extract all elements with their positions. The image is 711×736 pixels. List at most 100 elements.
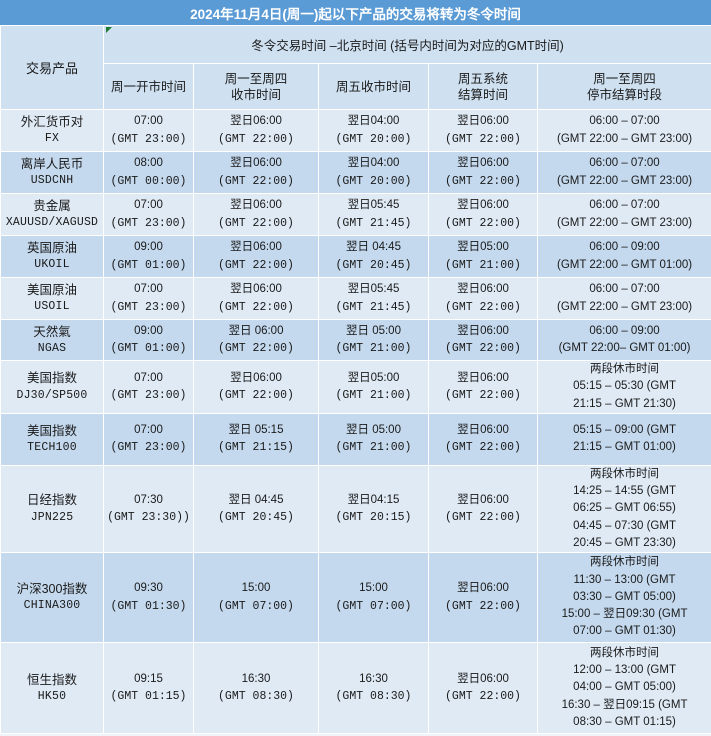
cell-fri-close[interactable]: 翌日05:45 (GMT 21:45) bbox=[318, 277, 429, 320]
cell-break-settlement[interactable]: 06:00 – 07:00 (GMT 22:00 – GMT 23:00) bbox=[536, 151, 711, 194]
cell-mon-thu-close-line2: (GMT 22:00) bbox=[218, 342, 294, 355]
cell-fri-settle[interactable]: 翌日06:00 (GMT 22:00) bbox=[428, 552, 538, 643]
cell-mon-open[interactable]: 09:15 (GMT 01:15) bbox=[103, 642, 194, 734]
cell-fri-close[interactable]: 翌日04:15 (GMT 20:15) bbox=[318, 464, 429, 554]
cell-fri-close-line1: 翌日04:00 bbox=[347, 157, 400, 170]
table-row[interactable]: 天然氣 NGAS 09:00 (GMT 01:00) 翌日 06:00 (GMT 22:0… bbox=[0, 319, 711, 361]
cell-break-settlement[interactable]: 06:00 – 09:00 (GMT 22:00– GMT 01:00) bbox=[536, 319, 711, 361]
cell-mon-open[interactable]: 09:00 (GMT 01:00) bbox=[103, 235, 194, 278]
cell-product[interactable]: 恒生指数 HK50 bbox=[0, 642, 104, 734]
cell-fri-close[interactable]: 翌日05:00 (GMT 21:00) bbox=[318, 360, 429, 414]
cell-fri-settle[interactable]: 翌日06:00 (GMT 22:00) bbox=[428, 109, 538, 152]
cell-mon-open-line1: 09:15 bbox=[134, 672, 163, 685]
cell-product[interactable]: 外汇货币对 FX bbox=[0, 109, 104, 152]
table-row[interactable]: 沪深300指数 CHINA300 09:30 (GMT 01:30) 15:00 (GMT… bbox=[0, 552, 711, 643]
product-code: USDCNH bbox=[30, 174, 74, 188]
cell-mon-thu-close[interactable]: 翌日 04:45 (GMT 20:45) bbox=[193, 464, 319, 554]
cell-mon-open-line2: (GMT 01:30) bbox=[110, 599, 187, 613]
cell-fri-close[interactable]: 翌日 05:00 (GMT 21:00) bbox=[318, 412, 429, 466]
cell-mon-open[interactable]: 07:00 (GMT 23:00) bbox=[103, 360, 194, 414]
cell-fri-close[interactable]: 16:30 (GMT 08:30) bbox=[318, 642, 429, 734]
cell-product[interactable]: 天然氣 NGAS bbox=[0, 319, 104, 361]
product-name: 天然氣 bbox=[33, 324, 71, 339]
table-row[interactable]: 美国原油 USOIL 07:00 (GMT 23:00) 翌日06:00 (GMT 22:… bbox=[0, 277, 711, 320]
table-row[interactable]: 贵金属 XAUUSD/XAGUSD 07:00 (GMT 23:00) 翌日06:00 (… bbox=[0, 193, 711, 236]
cell-break-settlement[interactable]: 两段休市时间 05:15 – 05:30 (GMT 21:15 – GMT 21:3… bbox=[536, 360, 711, 414]
cell-mon-open[interactable]: 07:00 (GMT 23:00) bbox=[103, 193, 194, 236]
header-col-mon-thu-close-l2: 收市时间 bbox=[230, 87, 281, 102]
cell-mon-open[interactable]: 08:00 (GMT 00:00) bbox=[103, 151, 194, 194]
cell-mon-thu-close[interactable]: 翌日06:00 (GMT 22:00) bbox=[193, 360, 319, 414]
product-code: DJ30/SP500 bbox=[16, 388, 88, 402]
cell-mon-thu-close[interactable]: 翌日06:00 (GMT 22:00) bbox=[193, 193, 319, 236]
cell-mon-thu-close[interactable]: 翌日 06:00 (GMT 22:00) bbox=[193, 319, 319, 361]
table-row[interactable]: 外汇货币对 FX 07:00 (GMT 23:00) 翌日06:00 (GMT 22:00… bbox=[0, 109, 711, 152]
cell-product[interactable]: 日经指数 JPN225 bbox=[0, 464, 104, 554]
cell-mon-thu-close[interactable]: 翌日06:00 (GMT 22:00) bbox=[193, 151, 319, 194]
cell-fri-settle[interactable]: 翌日06:00 (GMT 22:00) bbox=[428, 193, 538, 236]
table-row[interactable]: 离岸人民币 USDCNH 08:00 (GMT 00:00) 翌日06:00 (GMT 2… bbox=[0, 151, 711, 194]
cell-fri-settle-line2: (GMT 22:00) bbox=[445, 510, 521, 524]
cell-mon-thu-close[interactable]: 翌日06:00 (GMT 22:00) bbox=[193, 277, 319, 320]
cell-fri-close-line2: (GMT 21:00) bbox=[335, 441, 412, 455]
cell-break-settlement[interactable]: 06:00 – 07:00 (GMT 22:00 – GMT 23:00) bbox=[536, 277, 711, 320]
cell-fri-close[interactable]: 翌日05:45 (GMT 21:45) bbox=[318, 193, 429, 236]
cell-mon-thu-close-line1: 翌日 04:45 bbox=[228, 493, 284, 506]
cell-break-settlement[interactable]: 06:00 – 09:00 (GMT 22:00 – GMT 01:00) bbox=[536, 235, 711, 278]
cell-break-settlement[interactable]: 两段休市时间 11:30 – 13:00 (GMT 03:30 – GMT 05:0… bbox=[536, 552, 711, 643]
cell-mon-open-line2: (GMT 23:30)) bbox=[107, 510, 190, 524]
cell-product[interactable]: 英国原油 UKOIL bbox=[0, 235, 104, 278]
cell-fri-close[interactable]: 翌日04:00 (GMT 20:00) bbox=[318, 109, 429, 152]
cell-mon-open[interactable]: 09:30 (GMT 01:30) bbox=[103, 552, 194, 643]
cell-break-settlement[interactable]: 05:15 – 09:00 (GMT 21:15 – GMT 01:00) bbox=[536, 412, 711, 466]
cell-fri-settle[interactable]: 翌日06:00 (GMT 22:00) bbox=[428, 277, 538, 320]
table-row[interactable]: 美国指数 DJ30/SP500 07:00 (GMT 23:00) 翌日06:00 (GM… bbox=[0, 360, 711, 414]
cell-product[interactable]: 美国原油 USOIL bbox=[0, 277, 104, 320]
product-name: 英国原油 bbox=[26, 241, 77, 256]
cell-mon-thu-close[interactable]: 16:30 (GMT 08:30) bbox=[193, 642, 319, 734]
break-line: 21:15 – GMT 21:30) bbox=[573, 397, 676, 410]
header-col-mon-thu-close: 周一至周四 收市时间 bbox=[193, 63, 319, 110]
cell-mon-thu-close[interactable]: 翌日06:00 (GMT 22:00) bbox=[193, 235, 319, 278]
cell-fri-settle[interactable]: 翌日06:00 (GMT 22:00) bbox=[428, 151, 538, 194]
cell-fri-settle[interactable]: 翌日06:00 (GMT 22:00) bbox=[428, 360, 538, 414]
cell-fri-settle[interactable]: 翌日06:00 (GMT 22:00) bbox=[428, 642, 538, 734]
cell-fri-settle-line1: 翌日06:00 bbox=[457, 199, 509, 212]
cell-break-settlement[interactable]: 06:00 – 07:00 (GMT 22:00 – GMT 23:00) bbox=[536, 193, 711, 236]
cell-mon-thu-close-line2: (GMT 22:00) bbox=[218, 388, 294, 402]
cell-fri-settle[interactable]: 翌日06:00 (GMT 22:00) bbox=[428, 464, 538, 554]
cell-mon-thu-close[interactable]: 15:00 (GMT 07:00) bbox=[193, 552, 319, 643]
cell-product[interactable]: 沪深300指数 CHINA300 bbox=[0, 552, 104, 643]
cell-mon-open[interactable]: 09:00 (GMT 01:00) bbox=[103, 319, 194, 361]
break-line: 16:30 – 翌日09:15 (GMT bbox=[561, 698, 688, 711]
table-row[interactable]: 恒生指数 HK50 09:15 (GMT 01:15) 16:30 (GMT 08:30)… bbox=[0, 642, 711, 734]
cell-mon-open[interactable]: 07:30 (GMT 23:30)) bbox=[103, 464, 194, 554]
cell-product[interactable]: 贵金属 XAUUSD/XAGUSD bbox=[0, 193, 104, 236]
cell-break-settlement[interactable]: 两段休市时间 14:25 – 14:55 (GMT 06:25 – GMT 06:5… bbox=[536, 464, 711, 554]
cell-fri-close[interactable]: 翌日 04:45 (GMT 20:45) bbox=[318, 235, 429, 278]
cell-product[interactable]: 美国指数 TECH100 bbox=[0, 412, 104, 466]
cell-mon-open[interactable]: 07:00 (GMT 23:00) bbox=[103, 277, 194, 320]
comment-flag-icon bbox=[106, 27, 112, 33]
table-row[interactable]: 美国指数 TECH100 07:00 (GMT 23:00) 翌日 05:15 (GMT … bbox=[0, 412, 711, 466]
cell-fri-close[interactable]: 翌日 05:00 (GMT 21:00) bbox=[318, 319, 429, 361]
table-row[interactable]: 英国原油 UKOIL 09:00 (GMT 01:00) 翌日06:00 (GMT 22:… bbox=[0, 235, 711, 278]
cell-product[interactable]: 离岸人民币 USDCNH bbox=[0, 151, 104, 194]
cell-mon-thu-close[interactable]: 翌日 05:15 (GMT 21:15) bbox=[193, 412, 319, 466]
cell-fri-settle[interactable]: 翌日06:00 (GMT 22:00) bbox=[428, 412, 538, 466]
cell-mon-thu-close-line1: 翌日06:00 bbox=[230, 241, 282, 254]
cell-mon-open[interactable]: 07:00 (GMT 23:00) bbox=[103, 109, 194, 152]
cell-product[interactable]: 美国指数 DJ30/SP500 bbox=[0, 360, 104, 414]
cell-mon-thu-close[interactable]: 翌日06:00 (GMT 22:00) bbox=[193, 109, 319, 152]
cell-fri-close[interactable]: 翌日04:00 (GMT 20:00) bbox=[318, 151, 429, 194]
cell-fri-settle[interactable]: 翌日06:00 (GMT 22:00) bbox=[428, 319, 538, 361]
cell-fri-close-line2: (GMT 21:45) bbox=[335, 300, 412, 314]
table-row[interactable]: 日经指数 JPN225 07:30 (GMT 23:30)) 翌日 04:45 (GMT … bbox=[0, 464, 711, 554]
product-code: NGAS bbox=[37, 341, 67, 355]
cell-break-settlement[interactable]: 两段休市时间 12:00 – 13:00 (GMT 04:00 – GMT 05:0… bbox=[536, 642, 711, 734]
product-name: 离岸人民币 bbox=[20, 157, 84, 172]
cell-break-settlement[interactable]: 06:00 – 07:00 (GMT 22:00 – GMT 23:00) bbox=[536, 109, 711, 152]
cell-mon-open[interactable]: 07:00 (GMT 23:00) bbox=[103, 412, 194, 466]
cell-fri-close[interactable]: 15:00 (GMT 07:00) bbox=[318, 552, 429, 643]
cell-fri-settle[interactable]: 翌日05:00 (GMT 21:00) bbox=[428, 235, 538, 278]
